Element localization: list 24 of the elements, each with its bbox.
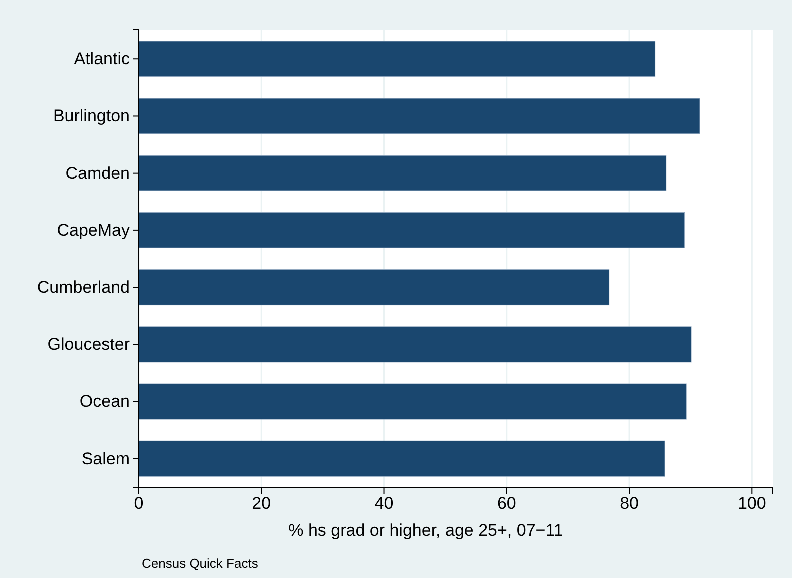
x-axis-title: % hs grad or higher, age 25+, 07−11 [288, 521, 564, 540]
x-tick-label: 20 [252, 494, 272, 514]
y-tick-label: Cumberland [37, 278, 130, 297]
bar [138, 212, 686, 248]
bar [138, 440, 666, 477]
bar [138, 326, 692, 363]
y-tick-label: Ocean [80, 392, 130, 412]
x-tick-label: 80 [620, 494, 639, 514]
bar [138, 384, 687, 420]
bar [138, 41, 656, 78]
y-tick-label: CapeMay [57, 220, 130, 240]
x-tick-label: 100 [738, 494, 766, 514]
bar [138, 98, 700, 134]
y-tick-label: Burlington [53, 106, 130, 126]
y-tick-label: Gloucester [48, 335, 130, 354]
y-tick-label: Salem [82, 449, 130, 468]
y-tick-label: Camden [66, 164, 130, 183]
x-tick-label: 60 [497, 494, 516, 514]
bar [138, 270, 610, 306]
x-tick-label: 0 [134, 494, 144, 514]
y-tick-label: Atlantic [74, 50, 130, 69]
bar [138, 155, 667, 192]
text: Census Quick Facts [142, 556, 259, 571]
x-tick-label: 40 [374, 494, 394, 514]
